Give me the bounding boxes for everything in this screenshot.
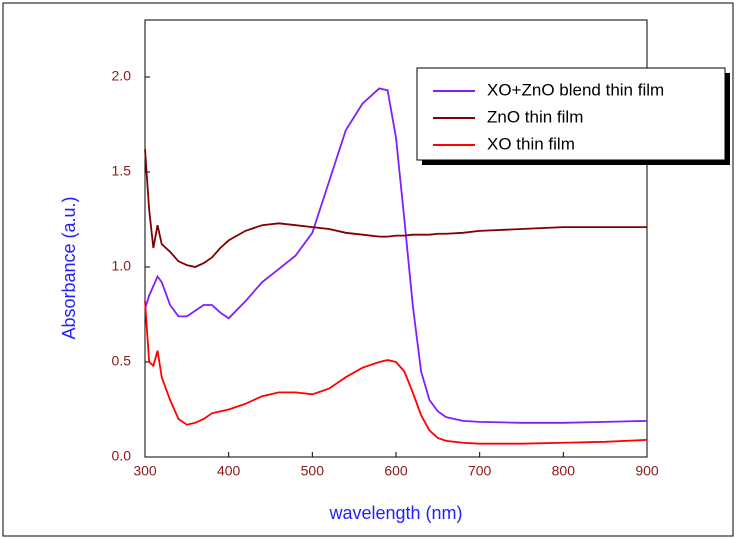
x-tick-label: 400 <box>217 463 241 479</box>
x-axis-label: wavelength (nm) <box>328 503 462 523</box>
series-line <box>144 149 647 268</box>
y-tick-label: 0.0 <box>112 448 132 464</box>
y-tick-label: 0.5 <box>112 353 132 369</box>
y-tick-label: 1.5 <box>112 163 132 179</box>
legend-label: ZnO thin film <box>487 107 583 126</box>
series-line <box>144 87 648 424</box>
y-tick-label: 2.0 <box>112 68 132 84</box>
x-tick-label: 700 <box>468 463 492 479</box>
x-tick-label: 300 <box>133 463 157 479</box>
y-axis-label: Absorbance (a.u.) <box>59 196 79 339</box>
x-tick-label: 800 <box>552 463 576 479</box>
y-tick-label: 1.0 <box>112 258 132 274</box>
x-tick-label: 600 <box>384 463 408 479</box>
x-tick-label: 900 <box>635 463 659 479</box>
legend-label: XO thin film <box>487 134 575 153</box>
legend-label: XO+ZnO blend thin film <box>487 80 664 99</box>
series-line <box>144 301 648 445</box>
x-tick-label: 500 <box>301 463 325 479</box>
